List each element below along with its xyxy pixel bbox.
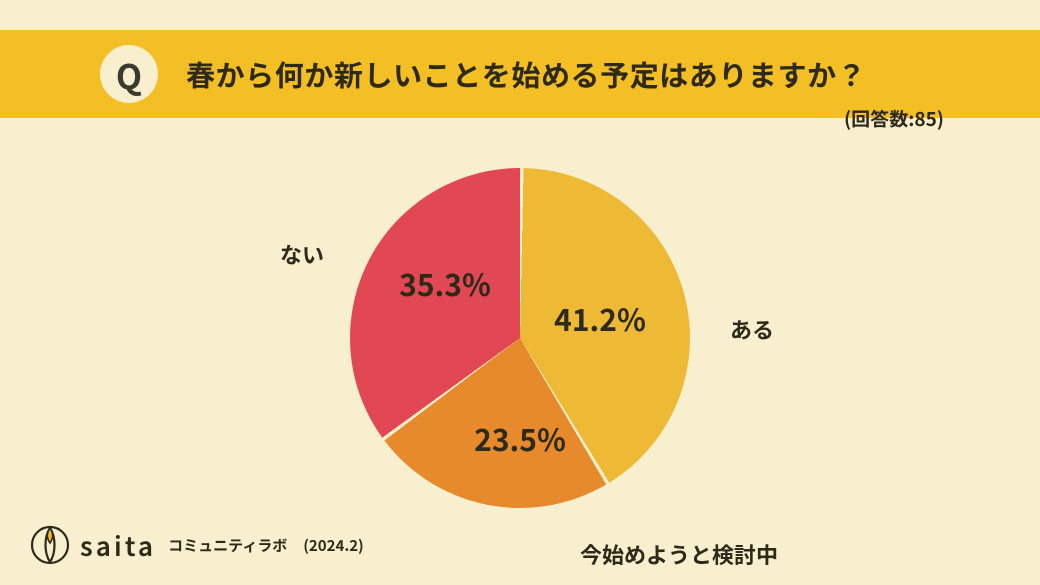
brand-logo-icon <box>30 525 70 565</box>
q-badge: Q <box>100 45 158 103</box>
pct-label: 35.3% <box>399 261 491 305</box>
footer: saita コミュニティラボ (2024.2) <box>30 525 364 565</box>
category-label: ある <box>730 313 774 345</box>
sub-brand: コミュニティラボ <box>168 535 287 556</box>
pct-label: 41.2% <box>554 296 646 340</box>
brand-name: saita <box>80 527 156 564</box>
question-text: 春から何か新しいことを始める予定はありますか？ <box>186 53 866 95</box>
pct-label: 23.5% <box>474 416 566 460</box>
footer-date: (2024.2) <box>303 535 363 556</box>
respondent-count: (回答数:85) <box>844 105 944 132</box>
pie-chart: 41.2%23.5%35.3%ある今始めようと検討中ない <box>350 168 690 508</box>
chart-area: 41.2%23.5%35.3%ある今始めようと検討中ない <box>0 130 1040 545</box>
category-label: 今始めようと検討中 <box>580 538 778 570</box>
question-header: Q 春から何か新しいことを始める予定はありますか？ (回答数:85) <box>0 30 1040 118</box>
category-label: ない <box>280 238 324 270</box>
